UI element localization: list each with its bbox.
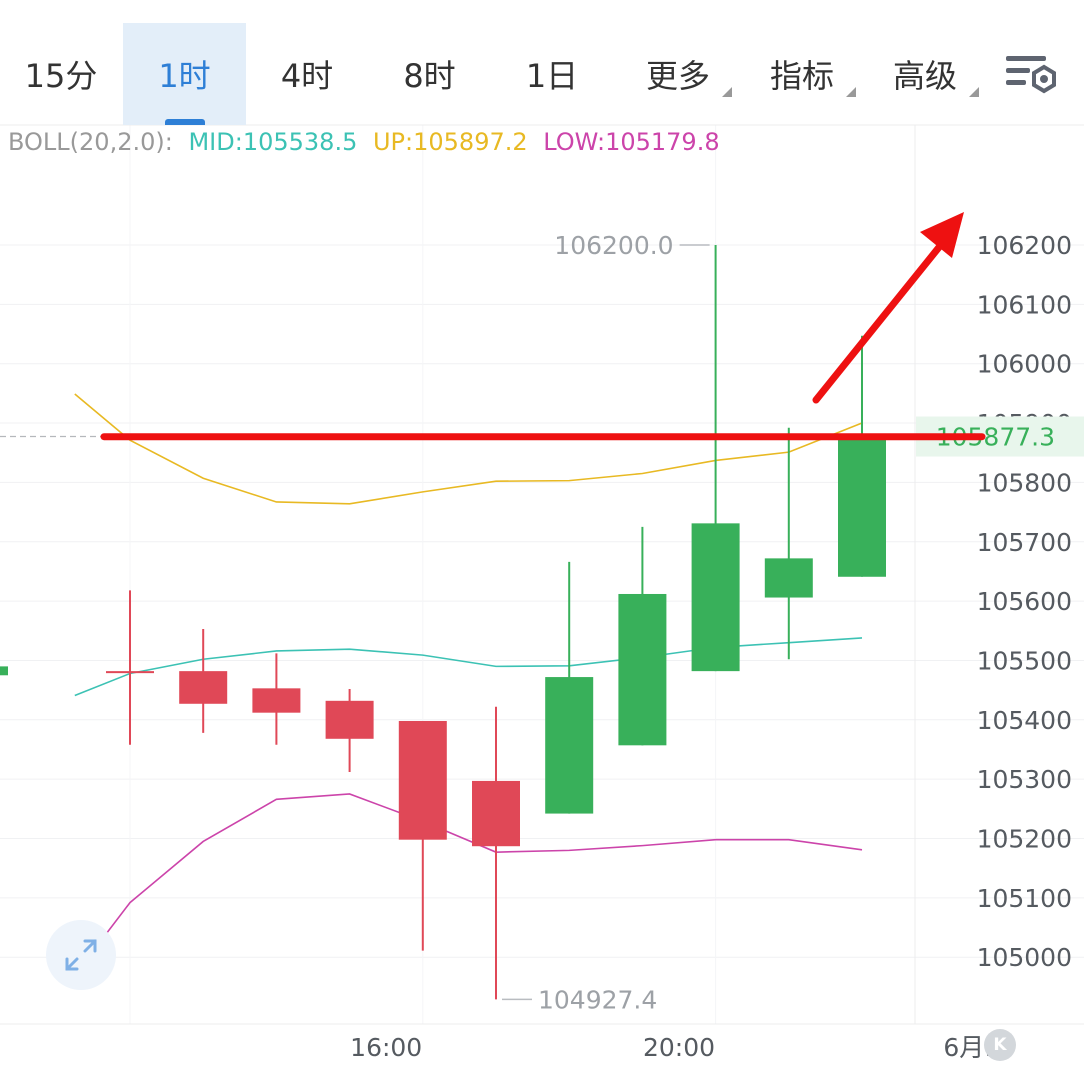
candle-body xyxy=(545,677,594,814)
tab-4hour[interactable]: 4时 xyxy=(246,23,368,125)
x-tick-label: 20:00 xyxy=(643,1033,715,1062)
tab-15min[interactable]: 15分 xyxy=(0,23,122,125)
candle-body xyxy=(472,780,520,847)
candle-body xyxy=(838,436,886,577)
tab-label: 8时 xyxy=(403,57,456,95)
min-price-label: 104927.4 xyxy=(538,985,657,1014)
dropdown-triangle-icon xyxy=(846,87,856,97)
tab-1hour[interactable]: 1时 xyxy=(123,23,246,125)
y-tick-label: 106100 xyxy=(977,290,1072,319)
candle-body xyxy=(691,523,740,672)
timeframe-tab-bar: 15分 1时 4时 8时 1日 更多 指标 高级 xyxy=(0,0,1084,125)
y-tick-label: 105400 xyxy=(977,706,1072,735)
tab-8hour[interactable]: 8时 xyxy=(368,23,491,125)
y-tick-label: 106200 xyxy=(977,231,1072,260)
y-tick-label: 106000 xyxy=(977,350,1072,379)
x-tick-label: 16:00 xyxy=(350,1033,422,1062)
candle-body xyxy=(398,720,447,840)
tab-label: 1时 xyxy=(158,57,211,95)
boll-low-line xyxy=(74,793,863,976)
y-tick-label: 105300 xyxy=(977,765,1072,794)
tab-indicators[interactable]: 指标 xyxy=(750,23,856,125)
candle-body xyxy=(252,688,301,713)
y-tick-label: 105600 xyxy=(977,587,1072,616)
tab-more[interactable]: 更多 xyxy=(626,23,732,125)
boll-name: BOLL(20,2.0): xyxy=(8,128,173,156)
y-tick-label: 105800 xyxy=(977,468,1072,497)
candle-body xyxy=(764,558,813,598)
candle-body xyxy=(106,671,154,674)
tab-label: 高级 xyxy=(892,57,957,95)
tab-label: 15分 xyxy=(24,57,98,95)
y-tick-label: 105700 xyxy=(977,528,1072,557)
breakout-arrow-shaft xyxy=(812,242,944,404)
tab-label: 更多 xyxy=(645,57,710,95)
dropdown-triangle-icon xyxy=(969,87,979,97)
y-tick-label: 105200 xyxy=(977,825,1072,854)
tab-label: 4时 xyxy=(280,57,334,95)
tab-advanced[interactable]: 高级 xyxy=(873,23,979,125)
candle-body xyxy=(325,700,374,739)
candle-body xyxy=(618,593,667,746)
chart-settings-icon[interactable] xyxy=(1004,52,1058,96)
y-tick-label: 105000 xyxy=(977,943,1072,972)
max-price-label: 106200.0 xyxy=(554,231,673,260)
tab-label: 指标 xyxy=(769,57,834,95)
k-icon-button[interactable]: K xyxy=(984,1029,1016,1061)
boll-up: UP:105897.2 xyxy=(372,128,528,156)
k-icon: K xyxy=(993,1035,1007,1055)
expand-icon xyxy=(65,939,97,971)
candle-body xyxy=(179,671,228,704)
y-tick-label: 105100 xyxy=(977,884,1072,913)
expand-chart-button[interactable] xyxy=(46,920,116,990)
breakout-arrow-head xyxy=(920,212,964,258)
y-tick-label: 105500 xyxy=(977,646,1072,675)
boll-mid: MID:105538.5 xyxy=(188,128,358,156)
boll-low: LOW:105179.8 xyxy=(543,128,720,156)
active-tab-indicator xyxy=(164,119,205,125)
boll-up-line xyxy=(74,393,863,505)
candle-partial xyxy=(0,666,8,676)
boll-indicator-legend: BOLL(20,2.0): MID:105538.5 UP:105897.2 L… xyxy=(8,128,720,156)
dropdown-triangle-icon xyxy=(722,87,732,97)
tab-1day[interactable]: 1日 xyxy=(491,23,613,125)
tab-label: 1日 xyxy=(525,57,579,95)
